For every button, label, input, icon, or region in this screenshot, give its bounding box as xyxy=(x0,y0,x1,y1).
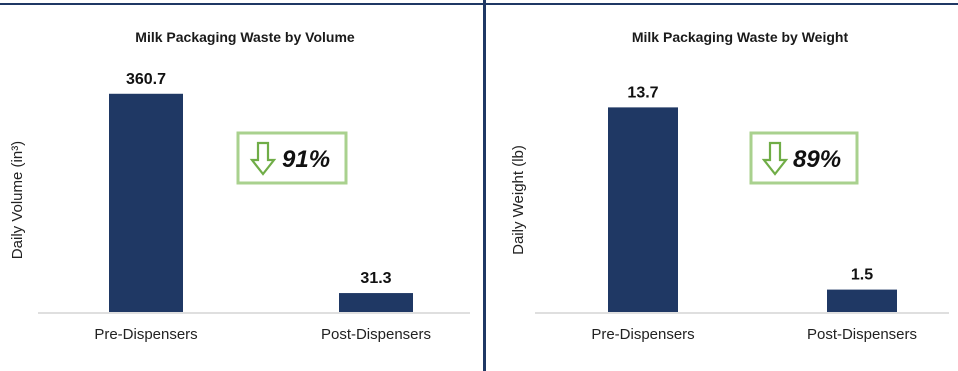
data-label: 31.3 xyxy=(360,270,391,287)
callout-box xyxy=(236,131,348,185)
reduction-callout: 91% xyxy=(236,131,348,185)
callout-box xyxy=(749,131,859,185)
bar-pre-dispensers xyxy=(109,93,183,313)
reduction-callout: 89% xyxy=(749,131,859,185)
category-label: Pre-Dispensers xyxy=(591,326,694,343)
category-label: Pre-Dispensers xyxy=(94,326,197,343)
chart-title: Milk Packaging Waste by Volume xyxy=(135,29,355,45)
y-axis-label: Daily Volume (in³) xyxy=(9,141,26,259)
callout-percent: 89% xyxy=(793,146,841,173)
down-arrow-icon xyxy=(249,141,277,176)
down-arrow-icon xyxy=(761,141,789,176)
callout-percent: 91% xyxy=(282,146,330,173)
top-border-line xyxy=(0,3,958,5)
panel-divider xyxy=(483,0,486,371)
chart-title: Milk Packaging Waste by Weight xyxy=(632,29,849,45)
bar-post-dispensers xyxy=(827,289,897,312)
volume-chart: Milk Packaging Waste by Volume Daily Vol… xyxy=(9,29,470,343)
data-label: 13.7 xyxy=(627,84,658,101)
category-label: Post-Dispensers xyxy=(807,326,917,343)
data-label: 360.7 xyxy=(126,71,166,88)
data-label: 1.5 xyxy=(851,267,873,284)
weight-chart: Milk Packaging Waste by Weight Daily Wei… xyxy=(510,29,949,343)
bar-post-dispensers xyxy=(339,293,413,312)
category-label: Post-Dispensers xyxy=(321,326,431,343)
bar-pre-dispensers xyxy=(608,107,678,312)
y-axis-label: Daily Weight (lb) xyxy=(510,145,527,255)
